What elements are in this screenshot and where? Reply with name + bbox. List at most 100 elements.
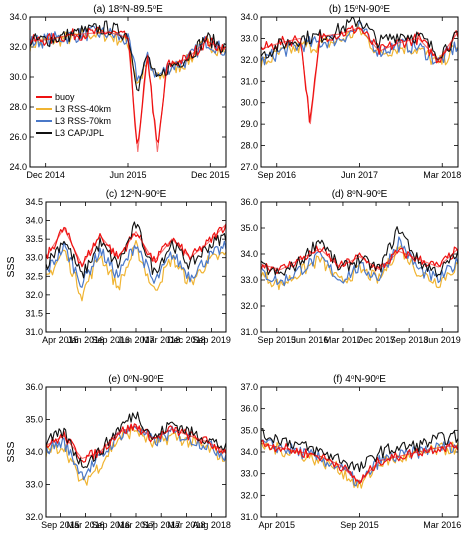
y-tick-label: 35.0 — [240, 223, 258, 233]
y-tick-label: 37.0 — [240, 382, 258, 392]
y-tick-label: 32.0 — [25, 290, 43, 300]
y-tick-label: 36.0 — [25, 382, 43, 392]
y-tick-label: 29.0 — [240, 119, 258, 129]
panel-4: (e) 0oN-90oE 32.0 33.0 34.0 35.0 36.0 Sep 2015… — [5, 374, 231, 530]
series-anchor-buoy — [261, 248, 458, 271]
y-tick-label: 27.0 — [240, 162, 258, 172]
y-tick-label: 28.0 — [240, 141, 258, 151]
legend-label: L3 RSS-40km — [55, 104, 111, 114]
x-tick-label: Sep 2016 — [257, 170, 296, 180]
y-tick-label: 34.0 — [9, 12, 27, 22]
series-line-l3-cap-jpl — [261, 17, 458, 61]
plot-frame — [45, 201, 227, 333]
y-tick-label: 32.0 — [9, 42, 27, 52]
y-axis-label: SSS — [5, 441, 17, 462]
y-tick-label: 32.0 — [240, 301, 258, 311]
series-line-l3-rss-70km — [46, 424, 226, 481]
y-tick-label: 30.0 — [9, 72, 27, 82]
y-tick-label: 34.0 — [25, 216, 43, 226]
series-line-l3-cap-jpl — [261, 226, 458, 278]
x-tick-label: Jun 2017 — [341, 170, 378, 180]
legend-label: L3 RSS-70km — [55, 116, 111, 126]
y-tick-label: 33.0 — [240, 33, 258, 43]
x-tick-label: Dec 2017 — [357, 335, 396, 345]
legend-label: L3 CAP/JPL — [55, 128, 104, 138]
series-anchor-buoy — [261, 27, 458, 125]
y-tick-label: 32.5 — [25, 271, 43, 281]
series-line-l3-cap-jpl — [46, 411, 226, 469]
series-anchor-buoy — [46, 425, 226, 460]
y-tick-label: 33.0 — [25, 253, 43, 263]
x-tick-label: Mar 2018 — [167, 520, 205, 530]
x-tick-label: Aug 2018 — [192, 520, 231, 530]
series-anchor-buoy — [30, 31, 226, 153]
x-tick-label: Sep 2018 — [390, 335, 429, 345]
y-tick-label: 26.0 — [9, 132, 27, 142]
x-tick-label: Apr 2015 — [258, 520, 295, 530]
x-tick-label: Mar 2017 — [324, 335, 362, 345]
x-tick-label: Dec 2014 — [26, 170, 65, 180]
x-tick-label: Dec 2015 — [191, 170, 230, 180]
panel-title: (d) 8oN-90oE — [332, 189, 388, 200]
plot-frame — [45, 386, 227, 518]
panel-title: (a) 18oN-89.5oE — [93, 4, 163, 15]
y-tick-label: 36.0 — [240, 404, 258, 414]
series-line-l3-rss-70km — [261, 21, 458, 66]
panel-3: (d) 8oN-90oE 31.0 32.0 33.0 34.0 35.0 36.0 Sep … — [240, 189, 460, 345]
plot-frame — [260, 201, 459, 333]
plot-frame — [260, 386, 459, 518]
panel-0: (a) 18oN-89.5oE 24.0 26.0 28.0 30.0 32.0 34.0 D… — [0, 4, 230, 180]
panel-title: (c) 12oN-90oE — [106, 189, 167, 200]
x-tick-label: Jun 2019 — [424, 335, 461, 345]
y-tick-label: 31.0 — [25, 327, 43, 337]
x-tick-label: Mar 2018 — [142, 335, 180, 345]
series-anchor-buoy — [261, 442, 458, 484]
series-anchor-buoy — [46, 223, 226, 267]
x-tick-label: Jun 2016 — [291, 335, 328, 345]
x-tick-label: Sep 2016 — [92, 335, 131, 345]
y-tick-label: 35.0 — [240, 425, 258, 435]
series-line-l3-cap-jpl — [46, 221, 226, 279]
series-line-l3-rss-70km — [261, 439, 458, 487]
series-line-l3-rss-40km — [46, 240, 226, 302]
y-tick-label: 36.0 — [240, 197, 258, 207]
y-axis-label: SSS — [5, 256, 17, 277]
panel-title: (f) 4oN-90oE — [333, 374, 386, 385]
x-tick-label: Sep 2015 — [41, 520, 80, 530]
y-tick-label: 34.0 — [240, 12, 258, 22]
y-tick-label: 31.0 — [240, 512, 258, 522]
y-tick-label: 24.0 — [9, 162, 27, 172]
series-line-l3-rss-70km — [30, 25, 226, 82]
plot-frame — [29, 16, 227, 168]
x-tick-label: Jan 2016 — [67, 335, 104, 345]
x-tick-label: Mar 2016 — [423, 520, 461, 530]
y-tick-label: 31.5 — [25, 308, 43, 318]
y-tick-label: 31.0 — [240, 76, 258, 86]
y-tick-label: 33.5 — [25, 234, 43, 244]
y-tick-label: 32.0 — [240, 490, 258, 500]
y-tick-label: 33.0 — [240, 469, 258, 479]
panel-5: (f) 4oN-90oE 31.0 32.0 33.0 34.0 35.0 36.0 37.0… — [240, 374, 461, 530]
x-tick-label: Mar 2017 — [117, 520, 155, 530]
panel-1: (b) 15oN-90oE 27.0 28.0 29.0 30.0 31.0 32.0 33.… — [240, 4, 461, 180]
x-tick-label: Sep 2016 — [92, 520, 131, 530]
panel-2: (c) 12oN-90oE 31.0 31.5 32.0 32.5 33.0 33.5 34.… — [5, 189, 231, 345]
y-tick-label: 34.0 — [240, 447, 258, 457]
series-line-l3-cap-jpl — [261, 428, 458, 473]
y-tick-label: 33.0 — [240, 275, 258, 285]
x-tick-label: Jun 2015 — [109, 170, 146, 180]
y-tick-label: 31.0 — [240, 327, 258, 337]
x-tick-label: Mar 2016 — [67, 520, 105, 530]
y-axis-label: SSS — [0, 81, 1, 102]
y-tick-label: 34.0 — [25, 447, 43, 457]
y-tick-label: 34.5 — [25, 197, 43, 207]
plot-frame — [260, 16, 459, 168]
panel-title: (b) 15oN-90oE — [329, 4, 391, 15]
series-line-buoy — [46, 223, 226, 268]
y-tick-label: 30.0 — [240, 98, 258, 108]
y-tick-label: 32.0 — [240, 55, 258, 65]
y-tick-label: 33.0 — [25, 480, 43, 490]
x-tick-label: Sep 2017 — [142, 520, 181, 530]
series-line-buoy — [261, 25, 458, 123]
